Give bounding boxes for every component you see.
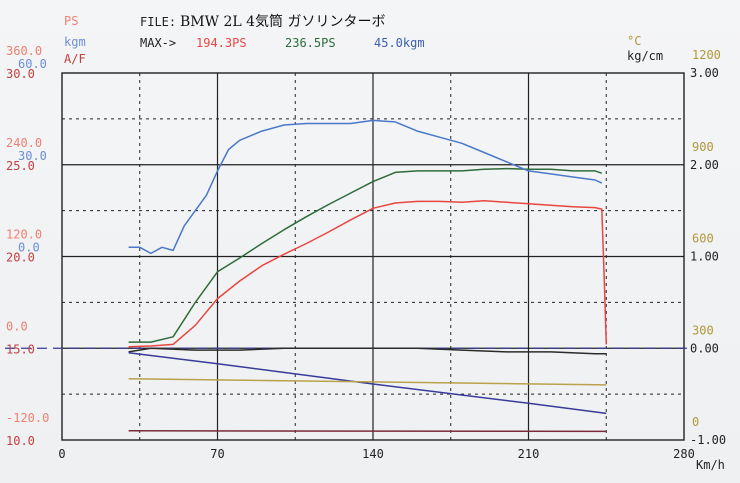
right-tick-boost: 0.00 [690, 341, 719, 355]
right-tick-temp: 300 [692, 323, 714, 337]
x-tick-label: 0 [58, 447, 65, 461]
left-tick-afr: 20.0 [6, 251, 35, 265]
left-tick-kgm: 30.0 [18, 149, 47, 163]
right-tick-temp: 900 [692, 140, 714, 154]
unit-boost-label: kg/cm [627, 49, 663, 63]
x-tick-label: 280 [673, 447, 695, 461]
x-tick-label: 210 [518, 447, 540, 461]
series-line-ps-1 [128, 167, 603, 343]
max-ps-value: 194.3PS [196, 36, 247, 50]
left-tick-ps: 120.0 [6, 228, 42, 242]
unit-temp-label: °C [627, 34, 641, 48]
left-tick-afr: 15.0 [6, 342, 35, 356]
x-tick-label: 70 [210, 447, 224, 461]
right-tick-boost: 1.00 [690, 250, 719, 264]
right-tick-temp: 600 [692, 232, 714, 246]
left-tick-ps: -120.0 [6, 411, 49, 425]
max-green-value: 236.5PS [285, 36, 336, 50]
left-tick-kgm: 0.0 [18, 241, 40, 255]
right-tick-boost: 2.00 [690, 158, 719, 172]
x-axis-unit: Km/h [696, 458, 725, 472]
unit-ps-label: PS [64, 14, 78, 28]
right-tick-temp: 0 [692, 415, 699, 429]
series-line-c-5 [128, 378, 607, 386]
left-tick-afr: 25.0 [6, 159, 35, 173]
series-line-c-6 [128, 430, 607, 433]
left-tick-afr: 30.0 [6, 67, 35, 81]
x-tick-label: 140 [362, 447, 384, 461]
left-tick-ps: 360.0 [6, 44, 42, 58]
unit-kgm-label: kgm [64, 35, 86, 49]
series-line-kgm-2 [128, 119, 603, 255]
left-tick-afr: 10.0 [6, 434, 35, 448]
chart-title: BMW 2L 4気筒 ガソリンターボ [180, 13, 385, 30]
right-tick-boost: 3.00 [690, 66, 719, 80]
max-kgm-value: 45.0kgm [374, 36, 425, 50]
series-line-kgcm-4 [128, 352, 607, 415]
right-tick-boost: -1.00 [690, 433, 726, 447]
left-tick-ps: 0.0 [6, 319, 28, 333]
max-prefix: MAX-> [140, 36, 176, 50]
left-tick-ps: 240.0 [6, 136, 42, 150]
series-line-af-3 [128, 347, 607, 355]
series-line-ps-0 [128, 199, 608, 348]
right-tick-temp: 1200 [692, 48, 721, 62]
unit-afr-label: A/F [64, 52, 86, 66]
file-prefix: FILE: [140, 15, 176, 29]
left-tick-kgm: 60.0 [18, 57, 47, 71]
